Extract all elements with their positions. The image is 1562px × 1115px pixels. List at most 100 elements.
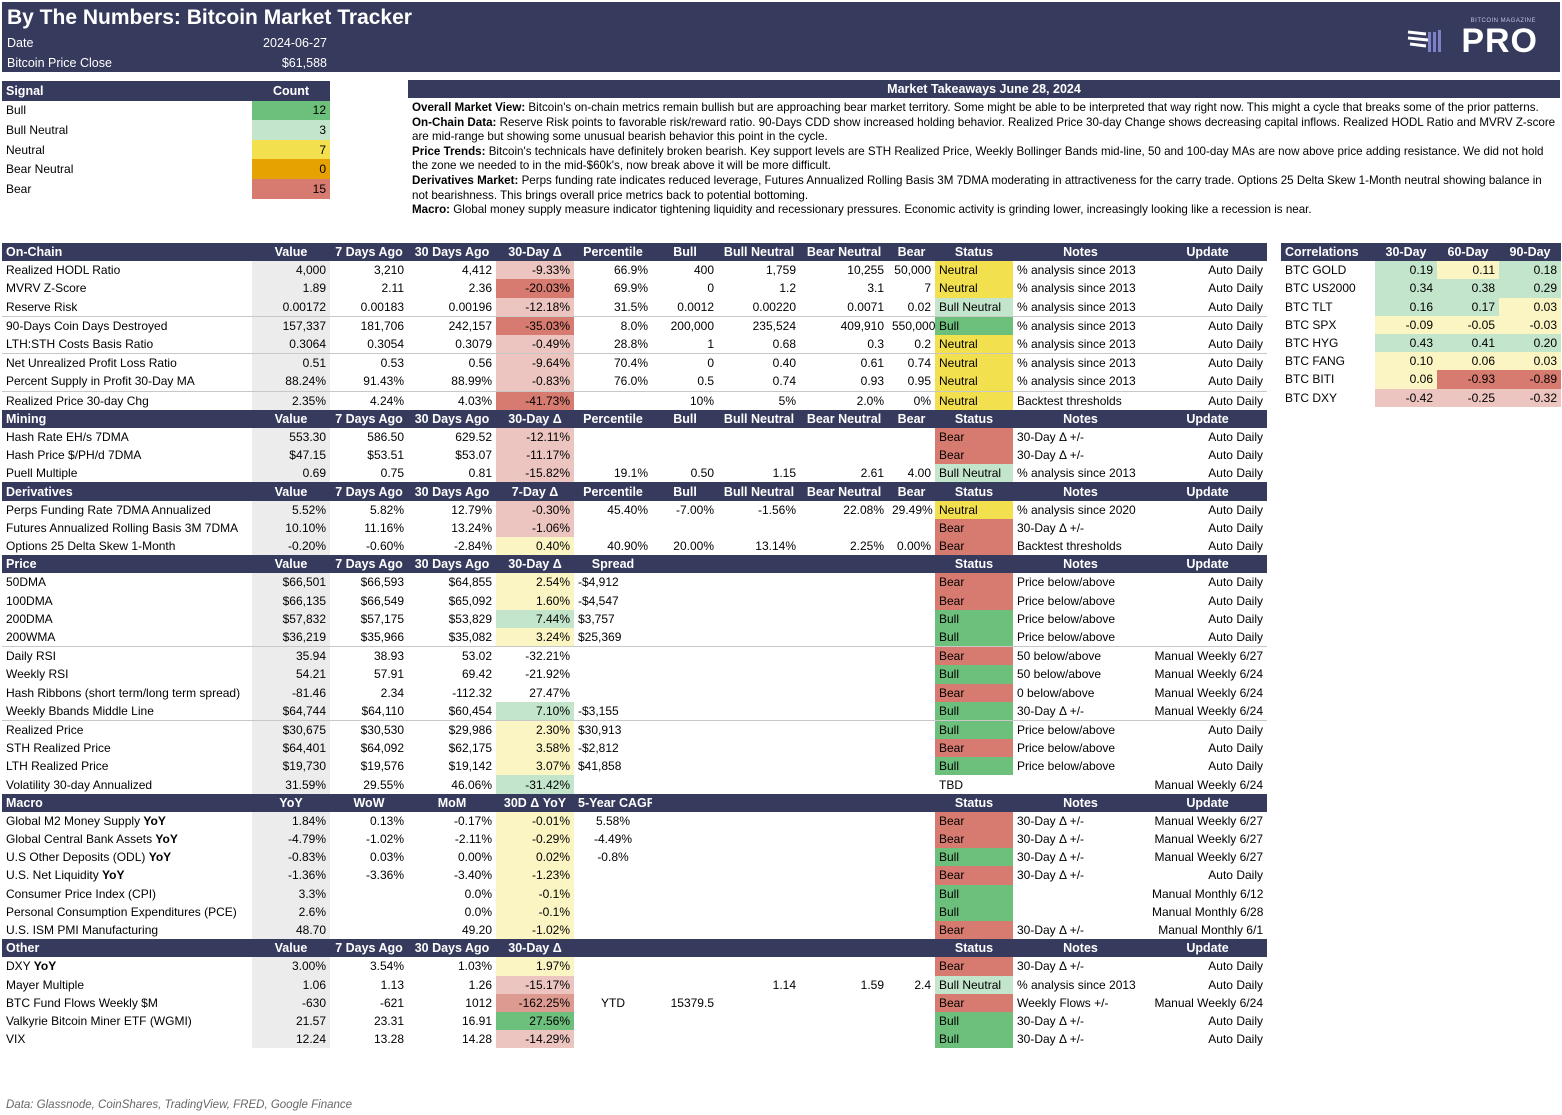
price-cell: Bull (935, 627, 1013, 647)
deriv-cell: Auto Daily (1208, 502, 1263, 517)
signal-count: 12 (252, 100, 330, 121)
corr-pair: BTC FANG (1285, 354, 1346, 369)
takeaway-paragraph: Overall Market View: Bitcoin's on-chain … (412, 101, 1556, 116)
onchain-cell: 0.93 (860, 374, 884, 389)
price-row: STH Realized Price $64,401 $64,092 $62,175 3… (2, 739, 1267, 758)
price-cell: 2.54% (496, 573, 574, 592)
price-header-cell (718, 555, 800, 574)
mining-cell (652, 446, 718, 464)
deriv-cell: Auto Daily (1208, 520, 1263, 535)
onchain-cell: Backtest thresholds (1013, 390, 1148, 410)
deriv-cell: 11.16% (364, 520, 404, 535)
other-row: BTC Fund Flows Weekly $M -630 -621 1012 -162… (2, 993, 1267, 1012)
other-cell (574, 1030, 652, 1048)
macro-label: Personal Consumption Expenditures (PCE) (6, 904, 237, 919)
deriv-cell: Bear (935, 537, 1013, 556)
price-cell (888, 757, 935, 775)
macro-update: Manual Monthly 6/12 (1152, 886, 1264, 901)
price-cell: Manual Weekly 6/24 (1154, 703, 1263, 718)
macro-cell: -1.02% (496, 920, 574, 940)
onchain-cell: 0 (652, 353, 718, 373)
corr-row: BTC FANG 0.10 0.06 0.03 (1281, 352, 1561, 371)
corr-value: -0.09 (1375, 315, 1437, 334)
macro-name: U.S Other Deposits (ODL) YoY (2, 848, 252, 866)
onchain-cell: % analysis since 2013 (1017, 299, 1136, 314)
mining-cell (888, 428, 935, 446)
price-cell: Bear (935, 739, 1013, 758)
price-cell (888, 702, 935, 721)
macro-cell: -0.1% (496, 902, 574, 921)
takeaway-text: Bitcoin's on-chain metrics remain bullis… (525, 101, 1539, 114)
corr-row: BTC BITI 0.06 -0.93 -0.89 (1281, 370, 1561, 389)
macro-cell (574, 921, 652, 939)
mining-row: Hash Rate EH/s 7DMA 553.30 586.50 629.52 -12… (2, 427, 1267, 447)
empty-cell (652, 812, 718, 830)
corr-pair: BTC BITI (1285, 372, 1335, 387)
onchain-header-cell: Bull Neutral (718, 243, 800, 262)
signal-row: Bull 12 (2, 100, 330, 121)
other-update: Auto Daily (1208, 1013, 1263, 1028)
mining-row: Hash Price $/PH/d 7DMA $47.15 $53.51 $53.07… (2, 446, 1267, 465)
other-cell: 3.00% (252, 957, 330, 976)
other-header-cell: 30 Days Ago (408, 939, 496, 958)
onchain-cell: 0.0071 (847, 299, 884, 314)
corr-pair: BTC SPX (1285, 317, 1337, 332)
onchain-cell: 4,000 (252, 261, 330, 280)
price-cell: -31.42% (496, 775, 574, 794)
onchain-cell: -9.33% (496, 261, 574, 280)
macro-status: Bull (935, 884, 1013, 903)
takeaway-text: Bitcoin's technicals have definitely bro… (412, 144, 1544, 173)
corr-header-cell: 90-Day (1499, 243, 1561, 262)
macro-header-cell: MoM (408, 793, 496, 812)
mining-cell (800, 446, 888, 464)
mining-cell: 629.52 (455, 429, 492, 444)
other-name: Valkyrie Bitcoin Miner ETF (WGMI) (2, 1012, 252, 1030)
other-header-cell: Notes (1013, 939, 1148, 958)
price-cell: $30,913 (574, 719, 652, 740)
price-cell: $60,454 (448, 703, 492, 718)
price-row: 50DMA $66,501 $66,593 $64,855 2.54% -$4,912 Be… (2, 573, 1267, 592)
price-cell (800, 719, 888, 740)
mining-cell: Auto Daily (1208, 466, 1263, 481)
price-cell (652, 592, 718, 610)
macro-header-cell: Notes (1013, 793, 1148, 812)
price-value: $61,588 (281, 56, 327, 70)
price-cell: Auto Daily (1208, 593, 1263, 608)
onchain-cell: 5% (718, 390, 800, 410)
mining-header-cell: Notes (1013, 409, 1148, 428)
corr-value: 0.17 (1437, 297, 1499, 316)
mining-cell: 1.15 (772, 466, 796, 481)
macro-yoy-tag: YoY (148, 850, 172, 865)
price-cell: Price below/above (1017, 741, 1116, 756)
mining-cell: 30-Day Δ +/- (1017, 448, 1085, 463)
mining-header-cell: 30-Day Δ (496, 409, 574, 428)
signal-row: Bull Neutral 3 (2, 120, 330, 140)
mining-header-cell: Status (935, 409, 1013, 428)
onchain-cell: MVRV Z-Score (6, 281, 87, 296)
takeaway-label: On-Chain Data: (412, 115, 497, 129)
deriv-cell: 20.00% (673, 539, 714, 554)
macro-name: U.S. ISM PMI Manufacturing (2, 921, 252, 939)
macro-name: Consumer Price Index (CPI) (2, 885, 252, 903)
price-header-cell: Price (2, 555, 252, 574)
onchain-cell: 8.0% (574, 315, 652, 335)
signal-header-cell: Signal (2, 81, 252, 101)
corr-pair: BTC US2000 (1285, 281, 1356, 296)
price-cell (652, 665, 718, 683)
onchain-cell: -41.73% (496, 390, 574, 410)
macro-cell: -0.1% (496, 884, 574, 903)
macro-status: Bear (935, 811, 1013, 830)
onchain-cell: Neutral (935, 261, 1013, 280)
onchain-cell: 181,706 (330, 315, 408, 335)
macro-header-cell: WoW (330, 793, 408, 812)
onchain-cell: 409,910 (800, 315, 888, 335)
signal-name: Bull Neutral (6, 122, 69, 137)
empty-cell (800, 885, 888, 903)
onchain-cell: 66.9% (613, 263, 648, 278)
price-cell: -112.32 (452, 685, 492, 700)
onchain-cell: 69.9% (613, 281, 648, 296)
macro-cell: 0.03% (369, 850, 404, 865)
onchain-header-cell: Update (1148, 243, 1267, 262)
onchain-header-cell: Bear Neutral (800, 243, 888, 262)
price-cell: $66,549 (360, 593, 404, 608)
